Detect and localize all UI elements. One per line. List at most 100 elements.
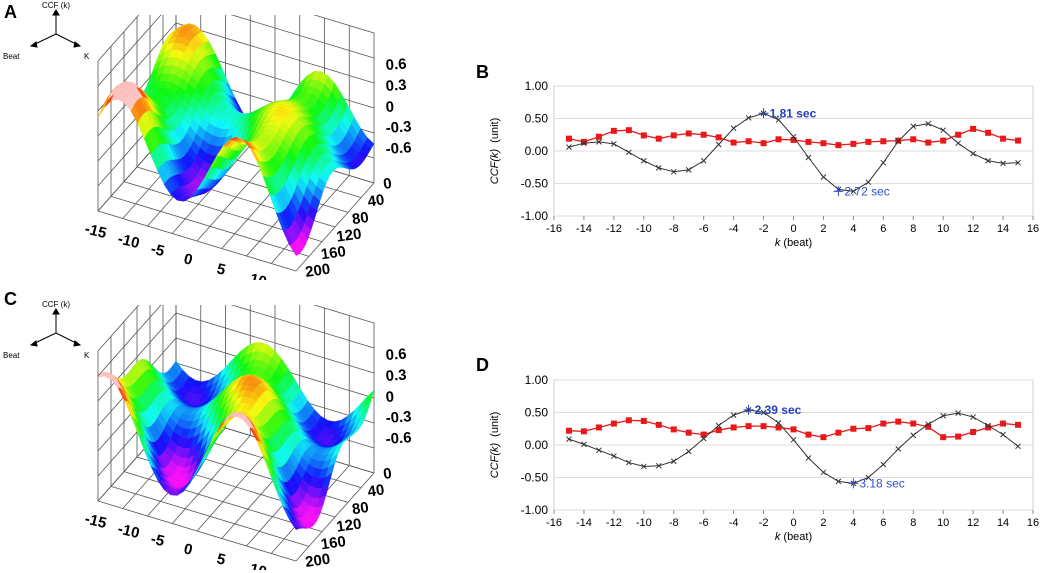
- data-point-black: [895, 138, 902, 145]
- data-point-black: [715, 422, 722, 429]
- x-tick-label: 4: [850, 223, 856, 235]
- panel-letter-c: C: [4, 289, 17, 309]
- data-point-red: [775, 424, 782, 431]
- data-point-red: [1015, 421, 1022, 428]
- data-point-red: [835, 142, 842, 149]
- grid-line: [175, 22, 375, 84]
- data-point-red: [685, 429, 692, 436]
- data-point-black: [581, 441, 587, 448]
- grid-line: [97, 305, 162, 377]
- x-tick-label: -12: [606, 223, 622, 235]
- data-point-black: [820, 174, 827, 180]
- x-tick-label: 16: [1027, 517, 1039, 529]
- z-tick-label: -0.6: [385, 429, 412, 448]
- axis-orientation-legend-a: CCF (k) Beat K: [0, 0, 110, 80]
- data-point-black: [685, 448, 692, 455]
- x-tick-label: 16: [1027, 223, 1039, 235]
- data-point-red: [610, 127, 617, 134]
- annotation-label: 2.39 sec: [755, 403, 802, 417]
- data-point-red: [790, 136, 797, 143]
- data-point-black: [805, 455, 812, 461]
- x-tick-label: 14: [997, 517, 1009, 529]
- grid-line: [97, 210, 297, 272]
- data-point-black: [700, 157, 707, 164]
- data-point-black: [700, 435, 707, 442]
- data-point-red: [595, 133, 602, 140]
- data-point-black: [790, 436, 797, 443]
- beat-axis-label: Beat: [3, 52, 20, 61]
- data-point-red: [1000, 135, 1007, 142]
- data-point-black: [685, 166, 692, 173]
- y-axis-label: CCF(k)(unit): [489, 118, 501, 185]
- data-point-black: [655, 462, 662, 469]
- y-tick-label: 1.00: [525, 79, 549, 93]
- x-tick-label: -10: [116, 230, 141, 252]
- grid-line: [313, 305, 375, 324]
- grid-line: [97, 15, 140, 62]
- data-point-black: [745, 114, 752, 121]
- axis-arrows-icon: [29, 9, 82, 48]
- data-point-red: [760, 423, 767, 430]
- surface-plot-c: 0.60.30-0.3-0.6-15-10-505101504080120160…: [83, 305, 412, 570]
- data-point-red: [805, 431, 812, 438]
- z-tick-label: 0.3: [385, 77, 407, 95]
- data-point-black: [775, 116, 782, 123]
- data-point-red: [715, 427, 722, 434]
- z-tick-label: 0.6: [385, 56, 407, 74]
- z-tick-label: 0.6: [385, 346, 407, 364]
- z-tick-label: -0.6: [385, 139, 412, 158]
- data-point-black: [596, 447, 602, 454]
- data-point-red: [880, 138, 887, 145]
- data-point-red: [730, 424, 737, 431]
- grid-line: [123, 471, 323, 533]
- x-tick-label: 14: [997, 223, 1009, 235]
- data-point-red: [850, 140, 857, 147]
- data-point-black: [895, 446, 902, 452]
- y-tick-label: 80: [351, 499, 370, 518]
- x-tick-label: 2: [820, 223, 826, 235]
- data-point-red: [700, 131, 707, 138]
- x-axis-label: k (beat): [775, 531, 812, 543]
- data-point-red: [970, 429, 977, 435]
- data-point-black: [955, 140, 962, 147]
- x-tick-label: 6: [880, 517, 886, 529]
- x-tick-label: 0: [790, 223, 796, 235]
- data-point-red: [655, 135, 662, 142]
- panel-letter-d: D: [476, 355, 489, 375]
- data-point-red: [910, 136, 917, 143]
- y-tick-label: -1.00: [521, 503, 549, 517]
- z-tick-label: -0.3: [385, 118, 412, 137]
- k-axis-label: K: [84, 52, 90, 61]
- x-tick-label: 12: [967, 517, 979, 529]
- x-tick-label: -10: [116, 520, 141, 542]
- data-point-black: [596, 139, 602, 145]
- data-point-red: [1015, 137, 1022, 144]
- grid-line: [230, 305, 375, 349]
- y-axis-label: CCF(k)(unit): [489, 412, 501, 479]
- x-tick-label: 8: [910, 223, 916, 235]
- y-tick-label: 0: [382, 175, 393, 193]
- data-point-black: [835, 478, 842, 485]
- x-tick-label: -10: [636, 223, 652, 235]
- y-tick-label: 1.00: [525, 373, 549, 387]
- x-tick-label: 10: [937, 517, 949, 529]
- data-point-red: [955, 131, 962, 138]
- data-point-black: [865, 474, 872, 481]
- data-point-red: [895, 418, 902, 425]
- axis-orientation-legend-c: CCF (k) Beat K: [0, 299, 110, 379]
- data-point-red: [925, 139, 932, 146]
- data-point-black: [940, 127, 947, 134]
- data-point-black: [985, 422, 991, 429]
- data-point-black: [910, 432, 917, 439]
- data-point-black: [655, 165, 662, 171]
- x-tick-label: 10: [937, 223, 949, 235]
- x-tick-label: -12: [606, 517, 622, 529]
- data-point-red: [835, 429, 842, 436]
- y-tick-label: 0: [382, 465, 393, 483]
- grid-line: [97, 312, 177, 402]
- k-axis-label: K: [84, 351, 90, 360]
- data-point-red: [670, 426, 677, 433]
- x-tick-label: -14: [576, 517, 592, 529]
- annotation-label: 1.81 sec: [770, 106, 817, 120]
- grid-line: [97, 305, 140, 352]
